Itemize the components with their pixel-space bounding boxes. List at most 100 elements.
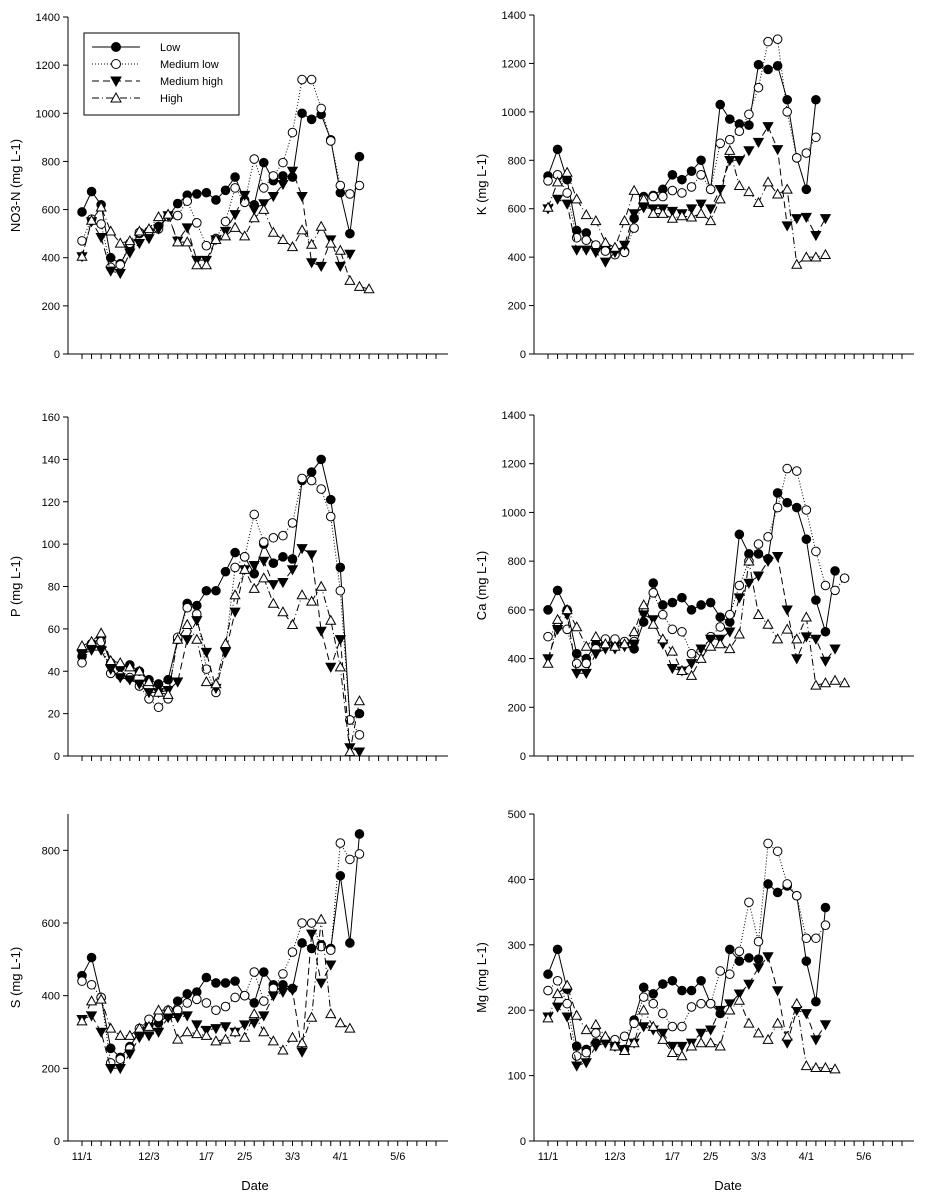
data-point (762, 556, 774, 567)
data-point (801, 148, 812, 158)
data-point (648, 989, 659, 999)
data-point (296, 589, 308, 600)
data-point (580, 1023, 592, 1035)
data-point (820, 920, 831, 930)
data-point (334, 244, 346, 255)
data-point (211, 195, 221, 205)
x-tick-label: 3/3 (285, 1151, 300, 1163)
data-point (230, 183, 240, 193)
data-point (581, 1047, 592, 1058)
data-point (143, 234, 155, 245)
y-tick-label: 300 (508, 940, 526, 952)
data-point (753, 954, 764, 964)
data-point (192, 600, 202, 611)
data-point (782, 463, 792, 474)
data-point (95, 993, 107, 1004)
data-point (715, 99, 726, 110)
data-point (638, 203, 650, 214)
data-point (819, 1061, 832, 1073)
data-point (85, 645, 98, 656)
data-point (714, 185, 726, 196)
data-point (258, 203, 270, 214)
data-point (105, 1043, 116, 1054)
data-point (819, 677, 832, 688)
data-point (354, 829, 365, 839)
data-point (124, 248, 136, 259)
data-point (210, 678, 222, 689)
data-point (172, 1033, 184, 1044)
data-point (733, 628, 746, 639)
data-point (571, 1061, 583, 1072)
series-medium-high (542, 122, 832, 268)
data-point (238, 1020, 251, 1031)
y-tick-label: 600 (42, 918, 60, 930)
data-point (571, 1051, 582, 1061)
data-point (296, 544, 308, 555)
data-point (810, 679, 822, 690)
data-point (685, 204, 698, 215)
data-point (590, 1041, 602, 1052)
data-point (658, 609, 668, 620)
data-point (628, 184, 640, 195)
data-point (829, 674, 841, 685)
data-point (666, 1046, 679, 1058)
data-point (335, 180, 346, 191)
data-point (181, 1011, 193, 1022)
data-point (153, 702, 164, 713)
data-point (192, 189, 202, 199)
data-point (686, 985, 697, 996)
y-tick-label: 800 (42, 845, 60, 857)
data-point (628, 209, 640, 220)
data-point (743, 1017, 755, 1028)
data-point (238, 563, 251, 574)
data-point (239, 552, 250, 562)
y-tick-label: 0 (520, 1136, 526, 1148)
data-point (163, 674, 173, 685)
data-point (124, 661, 136, 672)
data-point (258, 556, 270, 567)
data-point (685, 669, 698, 680)
data-point (201, 187, 212, 198)
data-point (715, 138, 726, 149)
data-point (771, 986, 784, 997)
data-point (733, 155, 746, 167)
data-point (278, 552, 288, 562)
data-point (733, 593, 746, 604)
data-point (143, 1031, 155, 1042)
data-point (820, 626, 831, 637)
data-point (230, 172, 240, 182)
data-point (590, 214, 602, 226)
series-medium-low (543, 463, 850, 669)
series-line (81, 547, 360, 753)
y-tick-label: 0 (54, 1136, 60, 1148)
data-point (542, 1012, 554, 1023)
data-point (219, 637, 232, 649)
data-point (658, 191, 668, 202)
data-point (667, 1021, 678, 1032)
data-point (248, 561, 260, 572)
data-point (124, 675, 136, 686)
data-point (181, 223, 193, 234)
data-point (762, 618, 774, 629)
data-point (666, 664, 679, 675)
data-point (181, 1026, 193, 1037)
data-point (181, 618, 193, 629)
data-point (143, 1020, 155, 1031)
data-point (354, 849, 365, 859)
data-point (162, 208, 174, 219)
data-point (772, 61, 783, 71)
data-point (781, 221, 793, 232)
y-tick-label: 1400 (502, 10, 526, 22)
data-point (658, 600, 668, 610)
x-axis-label-left: Date (241, 1178, 268, 1193)
data-point (724, 944, 735, 955)
data-point (248, 1018, 260, 1029)
data-point (695, 1037, 707, 1048)
series-line (81, 170, 351, 274)
y-tick-label: 200 (508, 702, 526, 714)
data-point (599, 1030, 612, 1041)
data-point (771, 633, 784, 644)
data-point (638, 610, 650, 621)
data-point (704, 1037, 717, 1048)
data-point (305, 550, 318, 561)
